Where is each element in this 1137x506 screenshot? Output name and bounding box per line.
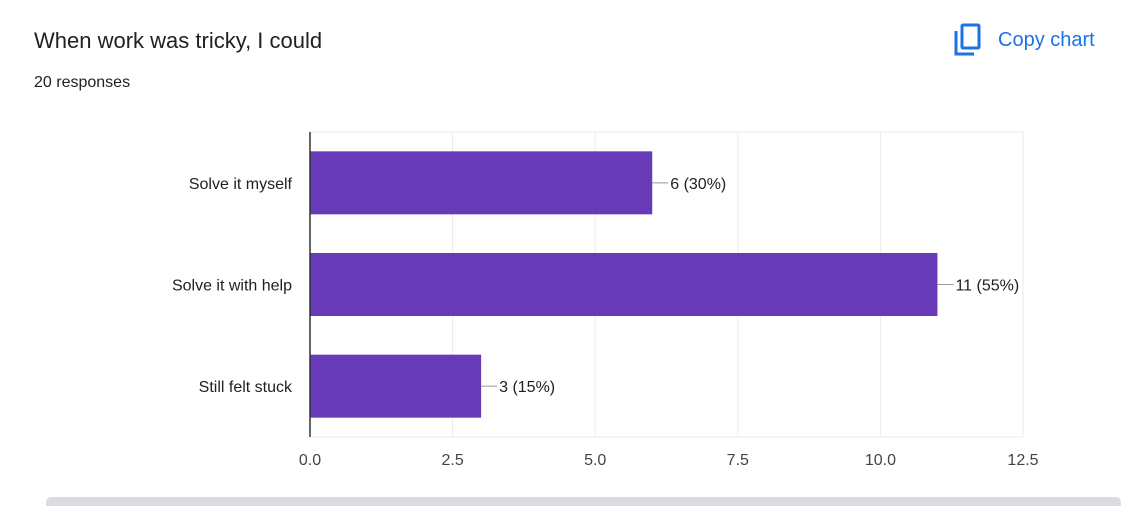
copy-icon xyxy=(954,23,982,57)
data-label: 11 (55%) xyxy=(955,278,1019,295)
data-label: 6 (30%) xyxy=(670,176,726,193)
x-tick-label: 5.0 xyxy=(584,452,606,469)
x-tick-label: 10.0 xyxy=(865,452,896,469)
bar[interactable] xyxy=(310,354,482,418)
category-label: Solve it with help xyxy=(172,278,292,295)
x-tick-label: 2.5 xyxy=(441,452,463,469)
bar[interactable] xyxy=(310,151,653,215)
x-tick-label: 7.5 xyxy=(727,452,749,469)
copy-chart-button[interactable]: Copy chart xyxy=(946,20,1103,60)
x-tick-label: 12.5 xyxy=(1007,452,1038,469)
bar[interactable] xyxy=(310,253,938,316)
horizontal-scrollbar[interactable] xyxy=(46,497,1121,506)
chart-title: When work was tricky, I could xyxy=(34,28,323,53)
x-tick-label: 0.0 xyxy=(299,452,321,469)
data-label: 3 (15%) xyxy=(499,379,555,396)
category-label: Still felt stuck xyxy=(199,379,293,396)
copy-chart-label: Copy chart xyxy=(998,28,1095,51)
response-count: 20 responses xyxy=(34,74,131,91)
category-label: Solve it myself xyxy=(189,176,293,193)
